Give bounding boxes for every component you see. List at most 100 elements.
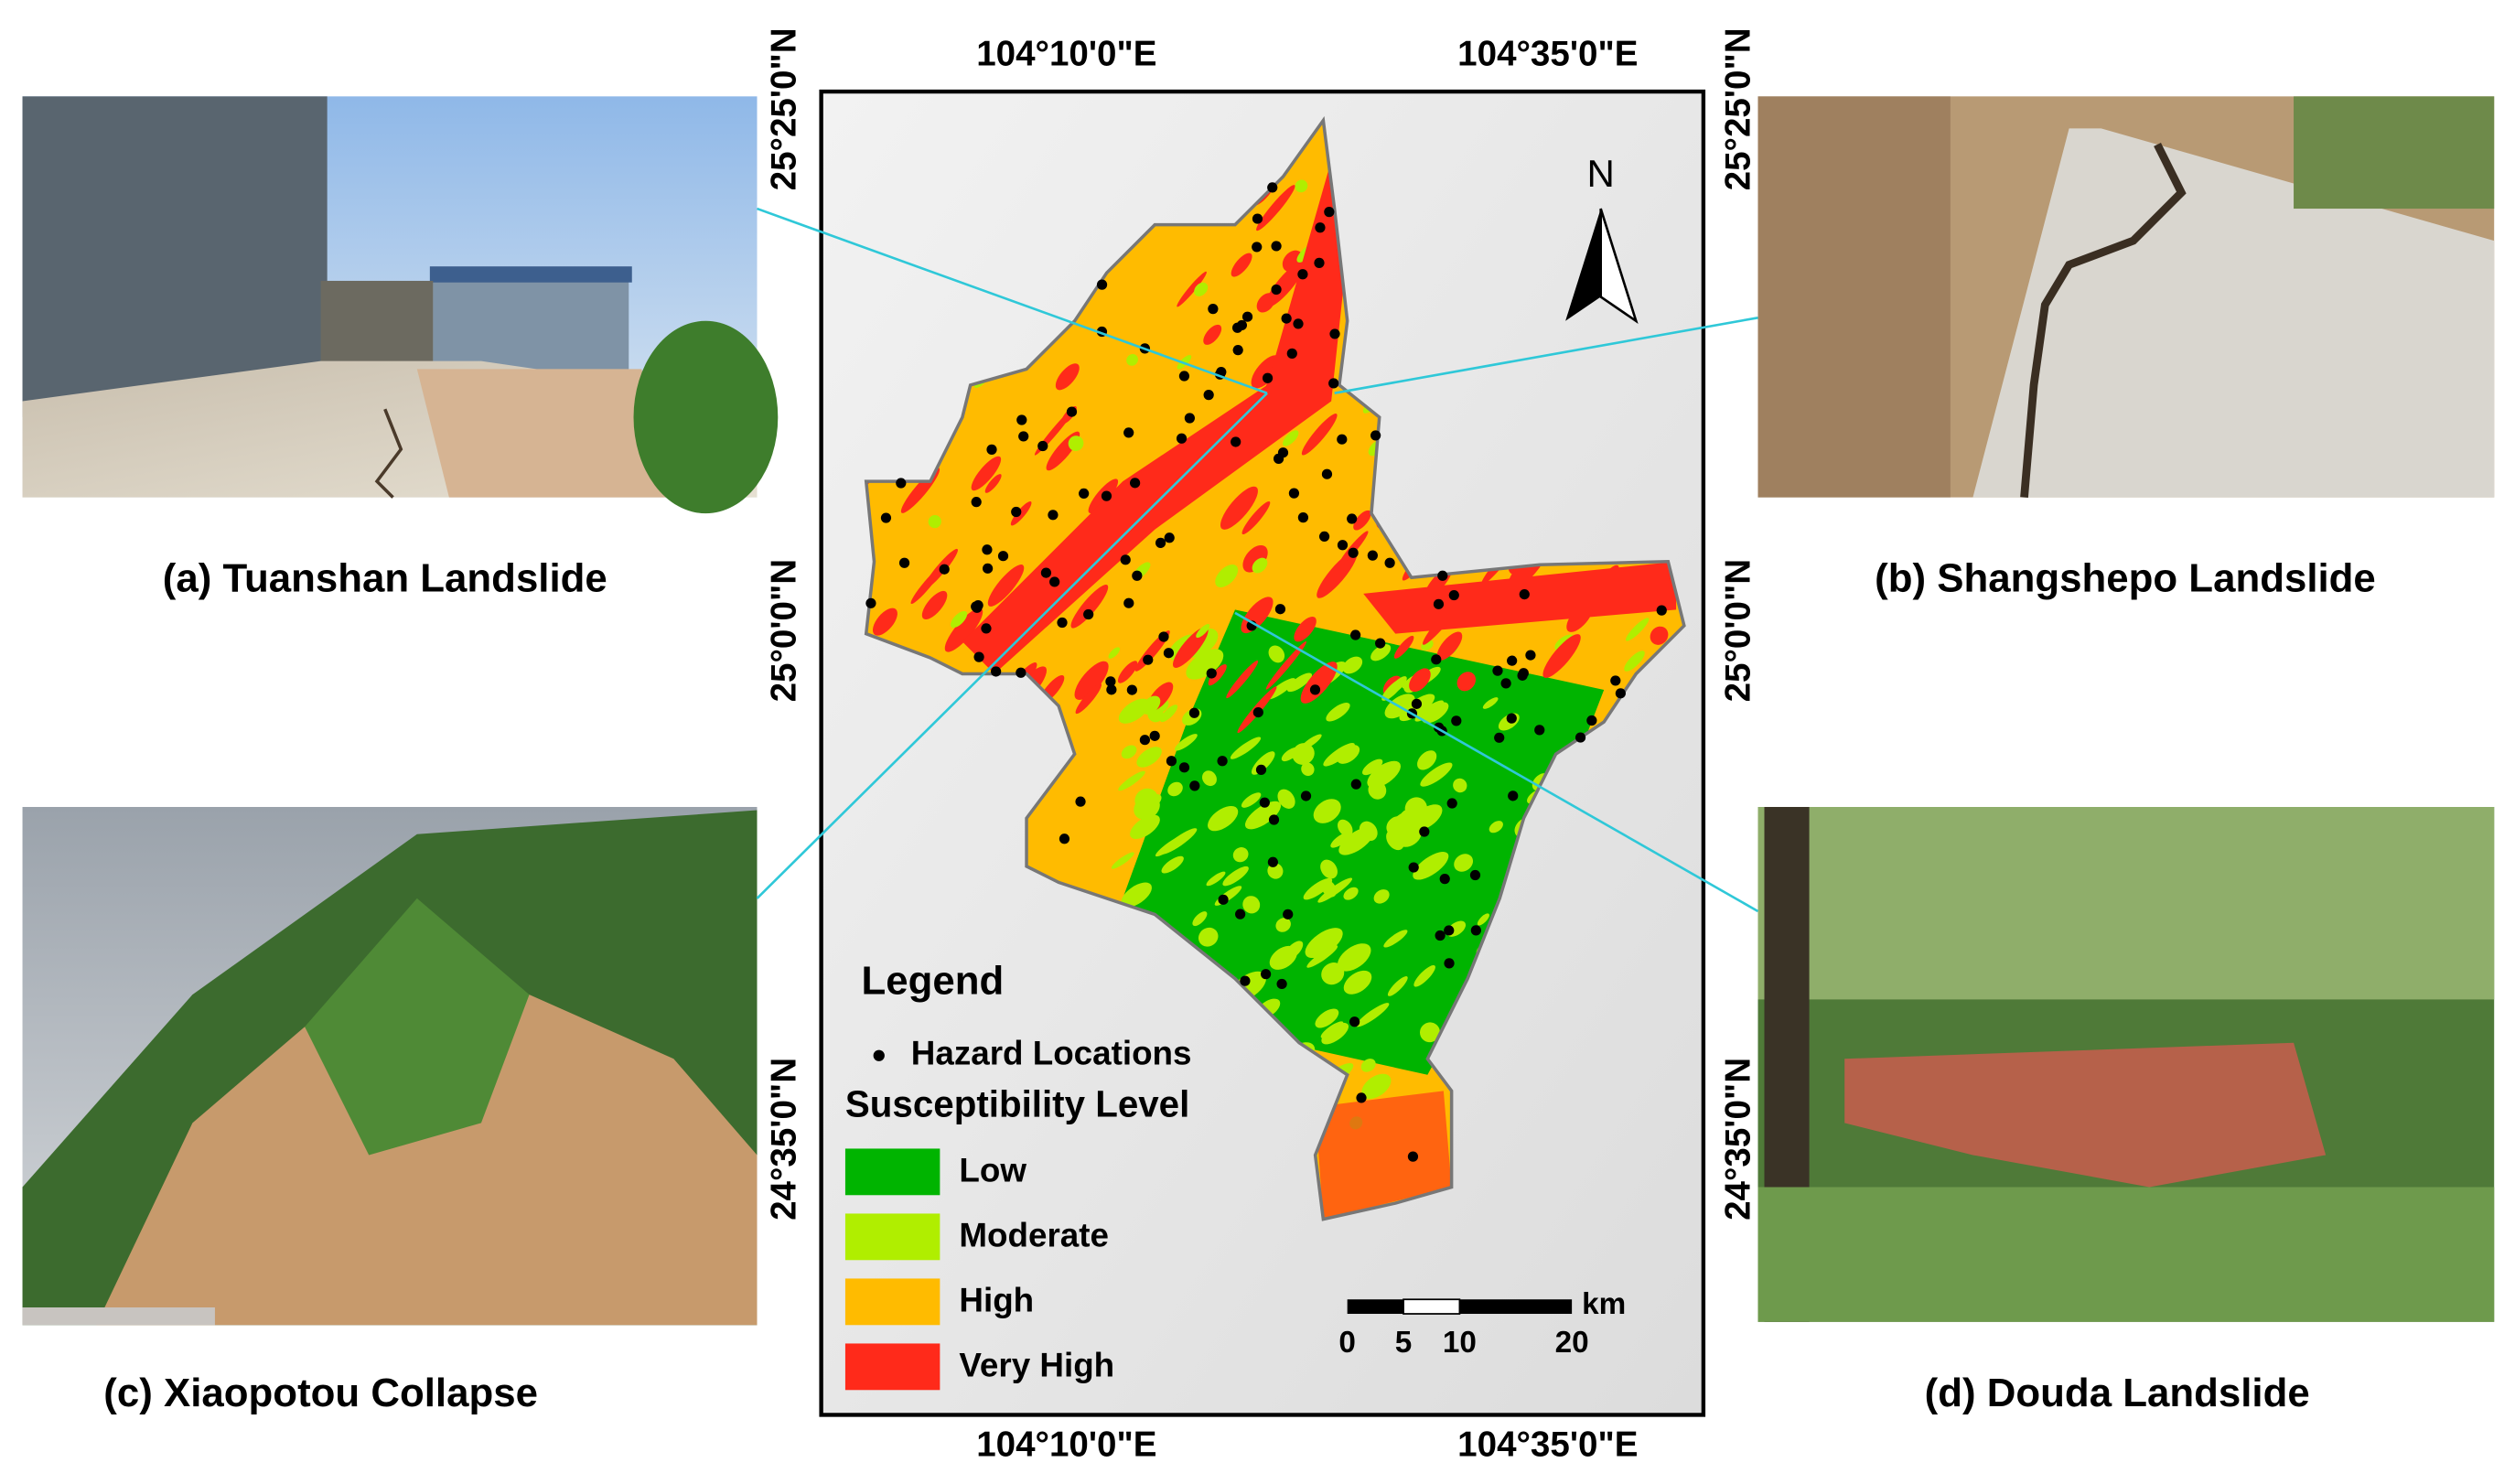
hazard-point (1016, 414, 1027, 425)
very-high-patch (987, 565, 1025, 607)
hazard-points (865, 182, 1667, 1162)
moderate-patch (928, 515, 941, 529)
moderate-patch (1301, 762, 1315, 777)
very-high-patch (1542, 634, 1581, 678)
hazard-point (880, 512, 892, 523)
moderate-patch (1454, 854, 1474, 872)
scale-bar (1347, 1298, 1573, 1315)
right-coord-label: 25°0'0"N (1718, 559, 1757, 703)
photo-d (1757, 807, 2495, 1322)
hazard-point (1040, 567, 1052, 578)
hazard-point (1235, 909, 1246, 919)
photo-c (22, 807, 758, 1326)
hazard-point (1347, 513, 1358, 524)
hazard-point (982, 563, 994, 574)
moderate-patch (1323, 743, 1355, 767)
hazard-point (1470, 925, 1481, 936)
very-high-patch (1203, 324, 1222, 345)
hazard-point (1288, 488, 1300, 499)
moderate-patch (1420, 762, 1453, 787)
moderate-patch (1342, 656, 1363, 674)
hazard-point (1120, 554, 1131, 565)
legend-level-label: Very High (959, 1346, 1114, 1383)
moderate-patch (1453, 778, 1467, 793)
photo-b (1757, 96, 2495, 499)
hazard-point (1132, 570, 1143, 581)
hazard-point (1268, 814, 1280, 825)
hazard-point (1444, 925, 1455, 936)
moderate-patch (1337, 943, 1371, 972)
hazard-point (1367, 550, 1378, 561)
hazard-point (1260, 969, 1272, 980)
scale-unit: km (1582, 1287, 1626, 1321)
hazard-point (1106, 684, 1117, 695)
moderate-patch (1305, 928, 1343, 959)
hazard-point (1419, 826, 1430, 837)
moderate-patch (1186, 649, 1224, 680)
very-high-patch (944, 608, 983, 652)
very-high-patch (1409, 668, 1431, 693)
hazard-point (1277, 447, 1289, 458)
hazard-point (1184, 413, 1196, 424)
hazard-point (1066, 406, 1078, 417)
hazard-point (1158, 631, 1169, 642)
hazard-point (939, 564, 950, 575)
moderate-patch (1321, 879, 1337, 898)
hazard-point (1451, 715, 1462, 726)
moderate-patch (1275, 918, 1291, 932)
hazard-point (1271, 284, 1282, 296)
hazard-point (865, 597, 876, 608)
moderate-patch (1330, 832, 1352, 848)
hazard-point (1349, 1016, 1360, 1027)
hazard-point (1444, 958, 1455, 969)
moderate-patch (1208, 805, 1239, 832)
photo-a (22, 96, 779, 514)
hazard-point (1206, 668, 1217, 679)
hazard-point (1129, 478, 1141, 489)
very-high-patch (1456, 672, 1477, 692)
hazard-point (1348, 547, 1359, 558)
study-area-outline (864, 115, 1686, 1221)
hazard-point (1337, 434, 1348, 445)
hazard-point (1208, 304, 1219, 315)
hazard-point (1492, 665, 1503, 676)
moderate-patch (1202, 770, 1217, 787)
hazard-point (1508, 790, 1519, 801)
hazard-point (1048, 510, 1059, 521)
very-high-patch (1265, 261, 1306, 307)
left-coord-label: 25°25'0"N (764, 27, 803, 190)
hazard-point (1049, 576, 1060, 587)
hazard-point (1507, 655, 1518, 666)
hazard-point (973, 651, 984, 662)
hazard-point (1018, 431, 1029, 442)
hazard-point (1314, 257, 1325, 268)
very-high-band (962, 160, 1356, 674)
moderate-patch (1161, 855, 1184, 874)
hazard-point (1262, 372, 1274, 383)
moderate-patch (1121, 882, 1152, 908)
hazard-point (1274, 604, 1286, 615)
hazard-point (1575, 732, 1586, 743)
hazard-point (1083, 608, 1094, 620)
hazard-point (1494, 732, 1505, 743)
moderate-patch (950, 610, 968, 629)
hazard-point (1271, 241, 1282, 252)
hazard-point (1079, 488, 1090, 500)
hazard-point (1143, 654, 1154, 665)
moderate-patch (1267, 863, 1284, 879)
moderate-patch (1387, 976, 1408, 996)
hazard-point (1176, 433, 1188, 444)
moderate-patch (1126, 354, 1138, 366)
very-high-patch (1294, 616, 1317, 642)
moderate-patch (1286, 672, 1313, 693)
hazard-point (1096, 279, 1108, 290)
hazard-point (1218, 894, 1229, 905)
hazard-point (981, 623, 992, 634)
very-high-patch (1208, 663, 1227, 686)
very-high-patch (1226, 660, 1259, 699)
very-high-patch (910, 565, 943, 605)
very-high-patch (1231, 253, 1252, 277)
very-high-band (1363, 561, 1677, 634)
very-high-patch (984, 474, 1002, 493)
very-high-patch (1070, 585, 1109, 629)
